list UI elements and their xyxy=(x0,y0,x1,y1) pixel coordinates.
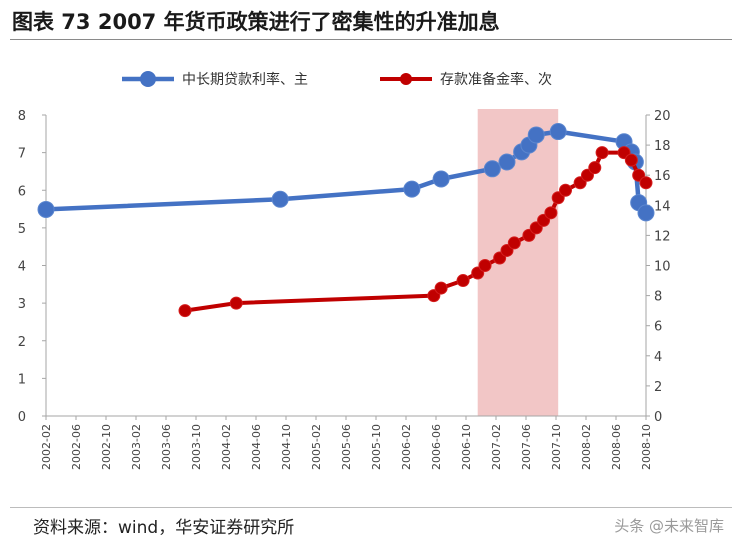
series-0-point xyxy=(483,160,501,178)
series-1-point xyxy=(639,176,653,190)
series-0-point xyxy=(637,204,655,222)
series-1-point xyxy=(478,259,492,272)
left-axis-tick-label: 7 xyxy=(18,147,26,162)
x-axis-tick-label: 2004-06 xyxy=(250,424,263,470)
x-axis-tick-label: 2003-02 xyxy=(130,424,143,470)
right-axis-tick-label: 20 xyxy=(654,109,671,124)
right-axis-tick-label: 4 xyxy=(654,350,662,365)
series-line-1 xyxy=(184,150,648,313)
series-0-point xyxy=(432,170,450,188)
right-axis-tick-label: 12 xyxy=(654,229,671,244)
x-axis-tick-label: 2005-02 xyxy=(310,424,323,470)
x-axis-tick-label: 2002-10 xyxy=(100,424,113,470)
x-axis-tick-label: 2007-10 xyxy=(550,424,563,470)
x-axis-tick-label: 2005-10 xyxy=(370,424,383,470)
series-1-point xyxy=(229,296,243,310)
series-0-point xyxy=(527,126,545,144)
left-axis-tick-label: 6 xyxy=(18,184,26,199)
left-axis-tick-label: 3 xyxy=(18,297,26,312)
right-axis-tick-label: 16 xyxy=(654,169,671,184)
left-axis-tick-label: 2 xyxy=(18,335,26,350)
left-axis-tick-label: 8 xyxy=(18,109,26,124)
series-1-point xyxy=(559,183,573,197)
series-1-point xyxy=(624,153,638,167)
series-1-point xyxy=(507,236,521,250)
x-axis-tick-label: 2003-10 xyxy=(190,424,203,470)
series-0-point xyxy=(271,190,289,208)
x-axis-tick-label: 2008-10 xyxy=(640,424,653,470)
legend-marker-0 xyxy=(140,71,156,87)
right-axis-tick-label: 2 xyxy=(654,380,662,395)
x-axis-tick-label: 2002-06 xyxy=(70,424,83,470)
right-axis-tick-label: 10 xyxy=(654,260,671,275)
source-note: 资料来源：wind，华安证券研究所 xyxy=(33,518,295,538)
series-0-point xyxy=(549,123,567,141)
series-1-point xyxy=(588,161,602,175)
right-axis-tick-label: 8 xyxy=(654,290,662,305)
x-axis-tick-label: 2005-06 xyxy=(340,424,353,470)
series-1-point xyxy=(544,206,558,220)
legend-label-0: 中长期贷款利率、主 xyxy=(182,71,308,88)
chart-title: 图表 73 2007 年货币政策进行了密集性的升准加息 xyxy=(12,10,500,34)
series-1-point xyxy=(456,274,470,288)
x-axis-tick-label: 2004-02 xyxy=(220,424,233,470)
x-axis-tick-label: 2007-02 xyxy=(490,424,503,470)
x-axis-tick-label: 2003-06 xyxy=(160,424,173,470)
series-0-point xyxy=(498,153,516,171)
series-1-point xyxy=(595,146,609,160)
title-divider xyxy=(10,39,732,40)
series-0-point xyxy=(403,180,421,198)
watermark-text: 头条 @未来智库 xyxy=(614,517,724,535)
left-axis-tick-label: 1 xyxy=(18,372,26,387)
x-axis-tick-label: 2004-10 xyxy=(280,424,293,470)
x-axis-tick-label: 2008-06 xyxy=(610,424,623,470)
footer-divider xyxy=(10,507,732,508)
x-axis-tick-label: 2006-02 xyxy=(400,424,413,470)
series-0-point xyxy=(37,200,55,218)
legend-marker-1 xyxy=(400,73,412,85)
x-axis-tick-label: 2006-06 xyxy=(430,424,443,470)
legend-layer: 中长期贷款利率、主 存款准备金率、次 xyxy=(122,71,552,88)
right-axis-tick-label: 6 xyxy=(654,320,662,335)
x-axis-tick-label: 2002-02 xyxy=(40,424,53,470)
legend-label-1: 存款准备金率、次 xyxy=(440,71,552,88)
right-axis-tick-label: 18 xyxy=(654,139,671,154)
x-axis-tick-label: 2007-06 xyxy=(520,424,533,470)
series-layer xyxy=(37,123,655,318)
x-axis-tick-label: 2006-10 xyxy=(460,424,473,470)
x-axis-tick-label: 2008-02 xyxy=(580,424,593,470)
left-axis-tick-label: 4 xyxy=(18,260,26,275)
series-1-point xyxy=(178,304,192,318)
right-axis-tick-label: 14 xyxy=(654,199,671,214)
left-axis-tick-label: 0 xyxy=(18,410,26,425)
left-axis-tick-label: 5 xyxy=(18,222,26,237)
right-axis-tick-label: 0 xyxy=(654,410,662,425)
series-1-point xyxy=(434,281,448,295)
